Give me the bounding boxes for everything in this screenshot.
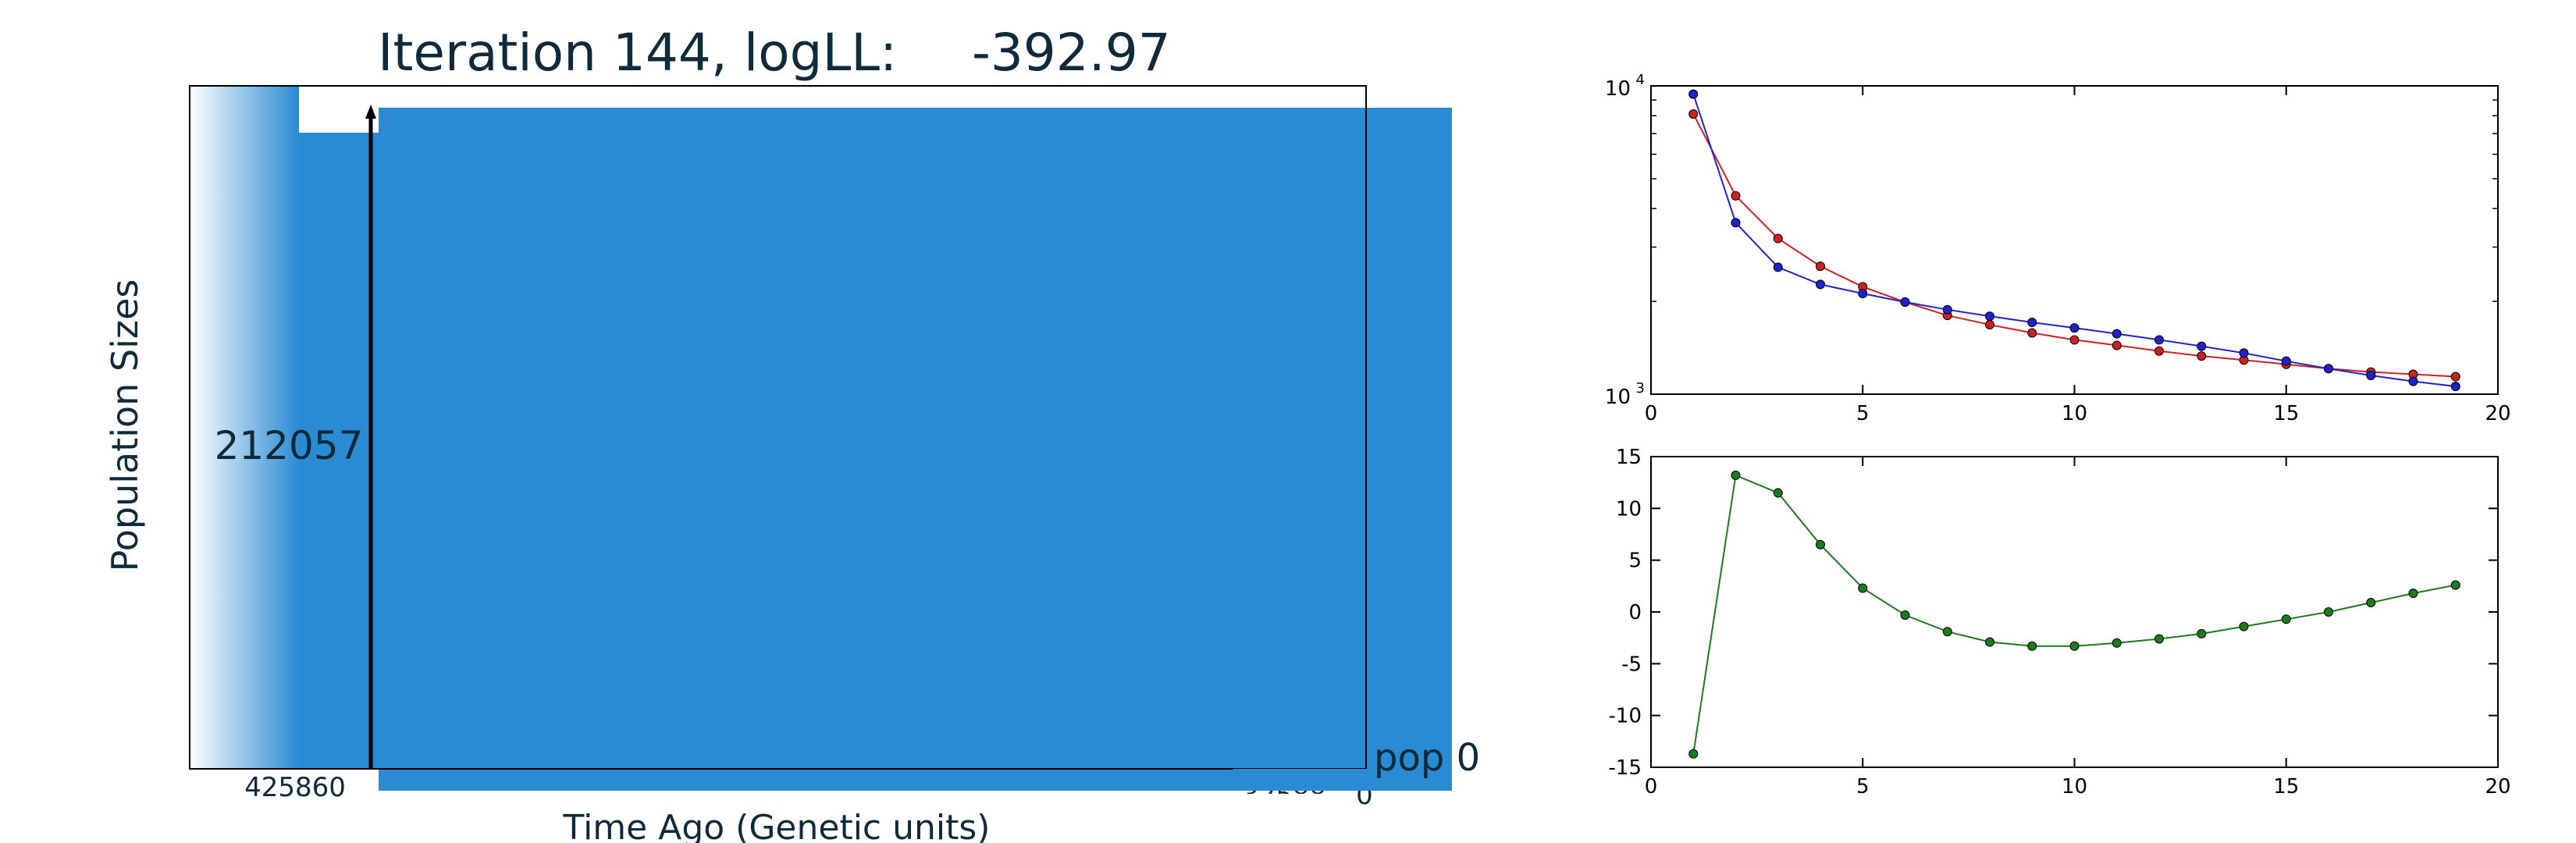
bottom-chart-frame [1650, 456, 2499, 768]
bottom-y-tick-label: 15 [1616, 446, 1642, 469]
tick-clip-cover [1233, 769, 1374, 791]
bottom-right-chart: 0 5 10 15 20 -15 -10 -5 0 5 10 15 [1609, 446, 2511, 799]
top-series-1-point [2450, 382, 2460, 392]
bottom-y-tick-label: 10 [1616, 497, 1642, 521]
top-x-tick-label: 10 [2062, 402, 2087, 425]
top-series-1-point [2281, 356, 2291, 366]
top-series-1-point [2112, 329, 2122, 339]
top-series-0-point [1985, 320, 1994, 330]
top-series-0-point [2069, 335, 2080, 345]
bottom-y-tick-label: 0 [1628, 601, 1642, 624]
top-y-tick-label: 10 [1605, 77, 1631, 101]
bottom-series-0-point [1900, 610, 1910, 620]
top-chart-series [1688, 89, 2460, 392]
bottom-series-0-point [1816, 539, 1825, 550]
population-panel-frame [189, 85, 1367, 770]
top-right-chart: 0 5 10 15 20 10 3 10 4 [1605, 72, 2511, 425]
bottom-y-tick-label: 5 [1628, 550, 1642, 573]
bottom-series-0-point [2154, 634, 2164, 644]
top-series-1-point [1773, 262, 1783, 272]
top-x-tick-label: 20 [2485, 402, 2510, 425]
bottom-chart-series [1688, 470, 2460, 759]
top-series-0-point [1688, 109, 1699, 119]
bottom-series-0-point [2281, 614, 2291, 624]
top-series-0-point [2197, 351, 2207, 361]
bottom-series-0-point [1773, 488, 1783, 498]
top-series-0-point [2027, 328, 2037, 338]
top-series-1-point [1942, 304, 1952, 315]
bottom-x-tick-label: 5 [1856, 775, 1870, 799]
x-tick-label: 425860 [244, 772, 346, 803]
top-series-1-point [2366, 371, 2376, 381]
chart-title-prefix: Iteration 144, logLL: [378, 23, 897, 83]
top-y-tick-exponent: 4 [1636, 72, 1645, 88]
top-series-1-point [2197, 341, 2207, 351]
top-chart-axes: 0 5 10 15 20 10 3 10 4 [1605, 72, 2511, 425]
bottom-series-0-point [2324, 607, 2333, 617]
top-x-tick-label: 0 [1645, 402, 1658, 425]
top-series-0-point [2154, 346, 2164, 356]
bottom-x-tick-label: 0 [1645, 775, 1658, 799]
bottom-series-0-point [2450, 580, 2460, 590]
top-x-tick-label: 5 [1856, 402, 1870, 425]
top-series-1-point [2154, 335, 2164, 345]
top-series-0-point [1773, 233, 1783, 244]
top-series-1-point [1985, 311, 1994, 322]
bottom-y-tick-label: -15 [1609, 756, 1642, 780]
bottom-chart-axes: 0 5 10 15 20 -15 -10 -5 0 5 10 15 [1609, 446, 2511, 799]
top-series-0-point [2112, 340, 2122, 350]
bottom-x-tick-label: 10 [2062, 775, 2087, 799]
top-series-1-point [1858, 289, 1868, 299]
population-panel: Iteration 144, logLL: -392.97 Population… [104, 23, 1480, 843]
bottom-series-0-line [1692, 474, 2456, 754]
top-series-1-point [1731, 218, 1741, 228]
top-series-1-point [1816, 279, 1825, 290]
top-series-1-point [2324, 364, 2333, 374]
top-x-tick-label: 15 [2273, 402, 2299, 425]
population-id-label: pop 0 [1374, 736, 1480, 780]
top-y-tick-exponent: 3 [1636, 380, 1645, 397]
bottom-series-0-point [1858, 583, 1868, 593]
bottom-series-0-point [2069, 641, 2080, 651]
top-series-1-point [1900, 297, 1910, 307]
chart-title-value: -392.97 [972, 23, 1171, 83]
population-main-block [379, 108, 1452, 791]
top-series-0-point [1731, 190, 1741, 201]
top-series-0-point [1816, 261, 1825, 272]
population-fade-band [190, 86, 299, 769]
bottom-y-tick-label: -5 [1621, 653, 1642, 676]
bottom-series-0-point [1688, 749, 1699, 759]
population-size-arrow-head [365, 105, 376, 119]
top-series-1-point [2239, 348, 2249, 358]
population-size-label: 212057 [215, 423, 364, 468]
bottom-series-0-point [2197, 628, 2207, 638]
bottom-series-0-point [1731, 470, 1741, 480]
bottom-series-0-point [1942, 627, 1952, 637]
top-series-1-point [1688, 89, 1699, 99]
top-series-1-point [2027, 317, 2037, 327]
bottom-series-0-point [1985, 637, 1994, 647]
bottom-series-0-point [2366, 598, 2376, 608]
bottom-x-tick-label: 20 [2485, 775, 2510, 799]
y-axis-label: Population Sizes [104, 279, 146, 572]
bottom-series-0-point [2112, 638, 2122, 648]
bottom-x-tick-label: 15 [2273, 775, 2299, 799]
top-series-1-point [2069, 323, 2080, 333]
bottom-series-0-point [2239, 621, 2249, 631]
bottom-series-0-point [2408, 589, 2418, 599]
top-y-tick-label: 10 [1605, 386, 1631, 409]
top-series-0-point [2450, 372, 2460, 382]
bottom-y-tick-label: -10 [1609, 705, 1642, 728]
top-series-1-point [2408, 376, 2418, 386]
bottom-series-0-point [2027, 641, 2037, 651]
x-axis-label: Time Ago (Genetic units) [563, 808, 991, 843]
